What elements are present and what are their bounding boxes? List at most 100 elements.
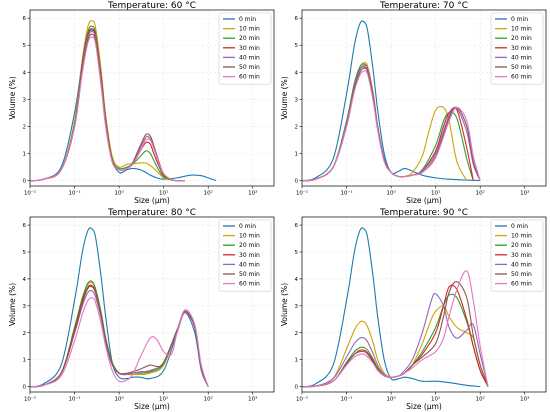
- x-tick-label: 10²: [204, 190, 213, 197]
- y-tick-label: 5: [295, 43, 299, 49]
- series-line-0-min: [30, 29, 217, 182]
- series-line-20-min: [30, 25, 185, 182]
- y-tick-label: 4: [295, 70, 299, 76]
- legend-entry: 20 min: [511, 35, 532, 42]
- y-tick-label: 1: [295, 358, 299, 364]
- x-tick-label: 10⁻²: [24, 190, 36, 197]
- series-line-30-min: [30, 28, 185, 182]
- series-line-60-min: [302, 70, 481, 182]
- x-tick-label: 10²: [204, 396, 213, 403]
- x-tick-label: 10⁻²: [296, 396, 308, 403]
- panel-4: Temperature: 90 °C 10⁻² 10⁻¹ 10⁰ 10¹ 10² 10³ 0 1…: [280, 208, 547, 411]
- x-tick-label: 10²: [476, 190, 485, 197]
- legend-entry: 60 min: [239, 74, 260, 81]
- axes-frame: [29, 216, 275, 393]
- panel-3: Temperature: 80 °C 10⁻² 10⁻¹ 10⁰ 10¹ 10² 10³ 0 1…: [8, 208, 275, 411]
- legend-entry: 0 min: [239, 16, 256, 23]
- x-axis-label: Size (μm): [134, 402, 170, 411]
- series-line-10-min: [30, 20, 185, 182]
- legend: 0 min 10 min 20 min 30 min 40 min 50 min 60 mi…: [218, 12, 272, 85]
- legend-entry: 40 min: [511, 54, 532, 61]
- x-tick-label: 10⁻¹: [340, 190, 352, 197]
- x-tick-label: 10¹: [159, 190, 168, 197]
- y-tick-label: 0: [295, 385, 299, 391]
- legend-entry: 0 min: [511, 16, 528, 23]
- x-axis-label: Size (μm): [134, 196, 170, 205]
- axes-frame: [301, 216, 547, 393]
- x-tick-label: 10³: [520, 396, 529, 403]
- legend-entry: 60 min: [239, 281, 260, 288]
- legend-entry: 60 min: [511, 281, 532, 288]
- y-tick-label: 1: [23, 358, 27, 364]
- legend-entry: 40 min: [239, 54, 260, 61]
- legend-entry: 50 min: [239, 64, 260, 71]
- series-line-0-min: [302, 227, 481, 388]
- legend-entry: 30 min: [511, 252, 532, 259]
- series-line-10-min: [302, 305, 489, 388]
- y-tick-label: 4: [295, 277, 299, 283]
- legend: 0 min 10 min 20 min 30 min 40 min 50 min 60 mi…: [490, 12, 544, 85]
- y-tick-label: 6: [295, 223, 299, 229]
- y-tick-label: 3: [23, 304, 27, 310]
- panel-2: Temperature: 70 °C 10⁻² 10⁻¹ 10⁰ 10¹ 10² 10³ 0 1…: [280, 1, 547, 205]
- x-tick-label: 10⁻²: [296, 190, 308, 197]
- legend-entry: 20 min: [511, 242, 532, 249]
- x-axis-label: Size (μm): [406, 196, 442, 205]
- legend-entry: 40 min: [511, 261, 532, 268]
- x-tick-label: 10³: [520, 190, 529, 197]
- legend-entry: 20 min: [239, 242, 260, 249]
- legend-entry: 60 min: [511, 74, 532, 81]
- x-tick-label: 10⁻¹: [68, 396, 80, 403]
- legend-entry: 50 min: [511, 271, 532, 278]
- x-tick-label: 10⁻²: [24, 396, 36, 403]
- series-line-40-min: [30, 30, 185, 182]
- y-axis-label: Volume (%): [280, 76, 289, 119]
- legend-entry: 10 min: [239, 233, 260, 240]
- legend-entry: 0 min: [511, 223, 528, 230]
- y-tick-label: 4: [23, 277, 27, 283]
- series-line-60-min: [30, 36, 185, 182]
- legend: 0 min 10 min 20 min 30 min 40 min 50 min 60 mi…: [218, 219, 272, 292]
- x-tick-label: 10⁰: [114, 190, 124, 197]
- y-tick-label: 2: [295, 331, 299, 337]
- y-tick-label: 3: [23, 97, 27, 103]
- legend-entry: 40 min: [239, 261, 260, 268]
- series-line-30-min: [30, 284, 209, 388]
- x-axis-label: Size (μm): [406, 402, 442, 411]
- y-tick-label: 5: [23, 43, 27, 49]
- y-tick-label: 5: [23, 250, 27, 256]
- legend-entry: 0 min: [239, 223, 256, 230]
- y-tick-label: 1: [295, 152, 299, 158]
- x-tick-label: 10³: [248, 190, 257, 197]
- y-tick-label: 0: [23, 385, 27, 391]
- x-tick-label: 10⁰: [386, 396, 396, 403]
- legend-entry: 10 min: [511, 233, 532, 240]
- panel-1: Temperature: 60 °C 10⁻² 10⁻¹ 10⁰ 10¹ 10² 10³ 0 1…: [8, 1, 275, 205]
- y-tick-label: 6: [23, 16, 27, 22]
- y-tick-label: 2: [295, 124, 299, 130]
- y-tick-label: 0: [23, 179, 27, 185]
- axes-frame: [29, 9, 275, 187]
- x-tick-label: 10¹: [159, 396, 168, 403]
- y-tick-label: 6: [23, 223, 27, 229]
- legend-entry: 30 min: [239, 45, 260, 52]
- panel-title: Temperature: 60 °C: [107, 1, 196, 11]
- y-tick-label: 1: [23, 152, 27, 158]
- x-tick-label: 10⁰: [386, 190, 396, 197]
- x-tick-label: 10¹: [431, 396, 440, 403]
- y-tick-label: 6: [295, 16, 299, 22]
- y-tick-label: 4: [23, 70, 27, 76]
- y-tick-label: 0: [295, 179, 299, 185]
- x-tick-label: 10⁻¹: [68, 190, 80, 197]
- legend: 0 min 10 min 20 min 30 min 40 min 50 min 60 mi…: [490, 219, 544, 292]
- legend-entry: 20 min: [239, 35, 260, 42]
- legend-entry: 50 min: [239, 271, 260, 278]
- panel-title: Temperature: 80 °C: [107, 208, 196, 218]
- series-line-60-min: [302, 270, 489, 388]
- y-tick-label: 5: [295, 250, 299, 256]
- panel-title: Temperature: 70 °C: [379, 1, 468, 11]
- x-tick-label: 10¹: [431, 190, 440, 197]
- y-axis-label: Volume (%): [8, 283, 17, 326]
- y-tick-label: 3: [295, 97, 299, 103]
- x-tick-label: 10³: [248, 396, 257, 403]
